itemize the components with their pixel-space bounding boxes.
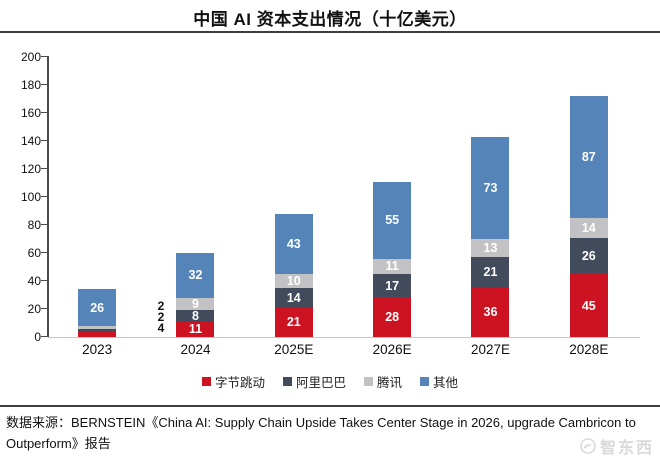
- y-tick-label: 160: [20, 106, 41, 120]
- segment-其他: 26: [78, 289, 117, 326]
- segment-阿里巴巴: 21: [471, 257, 510, 287]
- legend-label: 阿里巴巴: [295, 376, 346, 390]
- legend-item-字节跳动: 字节跳动: [201, 372, 265, 391]
- y-tick-mark: [41, 252, 47, 253]
- bottom-divider: [0, 405, 660, 407]
- segment-腾讯: 13: [471, 239, 510, 258]
- segment-腾讯: [78, 325, 117, 329]
- bar-slot-2023: 26: [48, 57, 146, 337]
- y-tick-mark: [41, 336, 47, 337]
- x-tick-label: 2023: [82, 342, 113, 357]
- segment-其他: 87: [569, 96, 608, 219]
- legend-swatch: [364, 377, 373, 386]
- y-tick-label: 80: [27, 218, 41, 232]
- segment-腾讯: 11: [373, 258, 412, 275]
- bar-slot-2025E: 43 10 14 21: [245, 57, 343, 337]
- chart-title: 中国 AI 资本支出情况（十亿美元）: [193, 10, 467, 29]
- segment-字节跳动: [78, 331, 117, 337]
- legend-swatch: [282, 377, 292, 386]
- bar-stack-2027E: 73 13 21 36: [471, 136, 510, 337]
- segment-字节跳动: 28: [373, 297, 412, 337]
- x-axis-line: [48, 337, 640, 338]
- source-note: 数据来源：BERNSTEIN《China AI: Supply Chain Up…: [6, 415, 636, 451]
- bar-stack-2023: 26: [78, 289, 117, 337]
- segment-其他: 32: [176, 253, 215, 298]
- segment-腾讯: 14: [569, 218, 608, 238]
- bar-slot-2026E: 55 11 17 28: [343, 57, 441, 337]
- segment-阿里巴巴: 14: [274, 288, 313, 308]
- y-tick-label: 140: [20, 134, 41, 148]
- legend-label: 腾讯: [377, 376, 403, 390]
- y-axis-labels: 0 20 40 60 80 100 120 140 160 180 200: [0, 50, 41, 344]
- y-tick-label: 20: [27, 302, 41, 316]
- segment-字节跳动: 11: [176, 321, 215, 337]
- legend-item-其他: 其他: [420, 372, 458, 391]
- y-tick-label: 0: [34, 330, 41, 344]
- outside-label: 4: [157, 321, 165, 335]
- y-tick-mark: [41, 280, 47, 281]
- segment-字节跳动: 36: [471, 286, 510, 337]
- x-axis-labels: 2023 2024 2025E 2026E 2027E 2028E: [48, 342, 638, 357]
- segment-其他: 73: [471, 136, 510, 240]
- y-tick-label: 180: [20, 78, 41, 92]
- segment-阿里巴巴: 8: [176, 309, 215, 323]
- y-tick-mark: [41, 224, 47, 225]
- segment-字节跳动: 45: [569, 274, 608, 337]
- segment-字节跳动: 21: [274, 307, 313, 337]
- bar-slot-2028E: 87 14 26 45: [540, 57, 638, 337]
- y-tick-mark: [41, 84, 47, 85]
- bar-stack-2024: 32 9 8 11: [176, 253, 215, 337]
- top-divider: [0, 31, 660, 33]
- y-tick-mark: [41, 112, 47, 113]
- legend-label: 其他: [433, 376, 459, 390]
- zhidx-logo-icon: [579, 437, 597, 455]
- segment-其他: 43: [274, 213, 313, 275]
- segment-阿里巴巴: [78, 328, 117, 332]
- y-tick-mark: [41, 196, 47, 197]
- legend-swatch: [201, 377, 211, 386]
- y-tick-mark: [41, 56, 47, 57]
- legend-item-腾讯: 腾讯: [364, 372, 402, 391]
- y-tick-mark: [41, 168, 47, 169]
- outside-label: 2: [157, 310, 165, 324]
- bar-stack-2025E: 43 10 14 21: [274, 213, 313, 337]
- segment-阿里巴巴: 26: [569, 237, 608, 274]
- y-tick-mark: [41, 308, 47, 309]
- y-tick-label: 60: [27, 246, 41, 260]
- x-tick-label: 2027E: [470, 342, 510, 357]
- plot-area: 26 32 9 8 11 43 10 14 21 55 11 17 28 73 13 21 36 87 14 26 45…: [41, 56, 640, 338]
- legend-label: 字节跳动: [214, 376, 265, 390]
- bar-slot-2024: 32 9 8 11: [146, 57, 244, 337]
- watermark-text: 智东西: [599, 440, 654, 457]
- y-tick-label: 200: [20, 50, 41, 64]
- bar-stack-2028E: 87 14 26 45: [569, 96, 608, 337]
- segment-腾讯: 10: [274, 274, 313, 289]
- segment-腾讯: 9: [176, 297, 215, 311]
- chart-legend: 字节跳动 阿里巴巴 腾讯 其他: [0, 372, 660, 391]
- x-tick-label: 2026E: [372, 342, 412, 357]
- bars-row: 26 32 9 8 11 43 10 14 21 55 11 17 28 73 13 21 36 87 14 26 45: [48, 57, 638, 337]
- segment-其他: 55: [373, 181, 412, 259]
- y-tick-label: 100: [20, 190, 41, 204]
- x-tick-label: 2024: [180, 342, 211, 357]
- legend-swatch: [420, 377, 430, 386]
- x-tick-label: 2025E: [274, 342, 314, 357]
- y-tick-label: 120: [20, 162, 41, 176]
- x-tick-label: 2028E: [569, 342, 609, 357]
- y-tick-mark: [41, 140, 47, 141]
- y-axis-line: [47, 56, 49, 337]
- outside-label: 2: [157, 299, 165, 313]
- watermark: 智东西: [579, 434, 654, 458]
- bar-slot-2027E: 73 13 21 36: [441, 57, 539, 337]
- bar-stack-2026E: 55 11 17 28: [373, 181, 412, 337]
- y-tick-label: 40: [27, 274, 41, 288]
- legend-item-阿里巴巴: 阿里巴巴: [282, 372, 346, 391]
- segment-阿里巴巴: 17: [373, 274, 412, 298]
